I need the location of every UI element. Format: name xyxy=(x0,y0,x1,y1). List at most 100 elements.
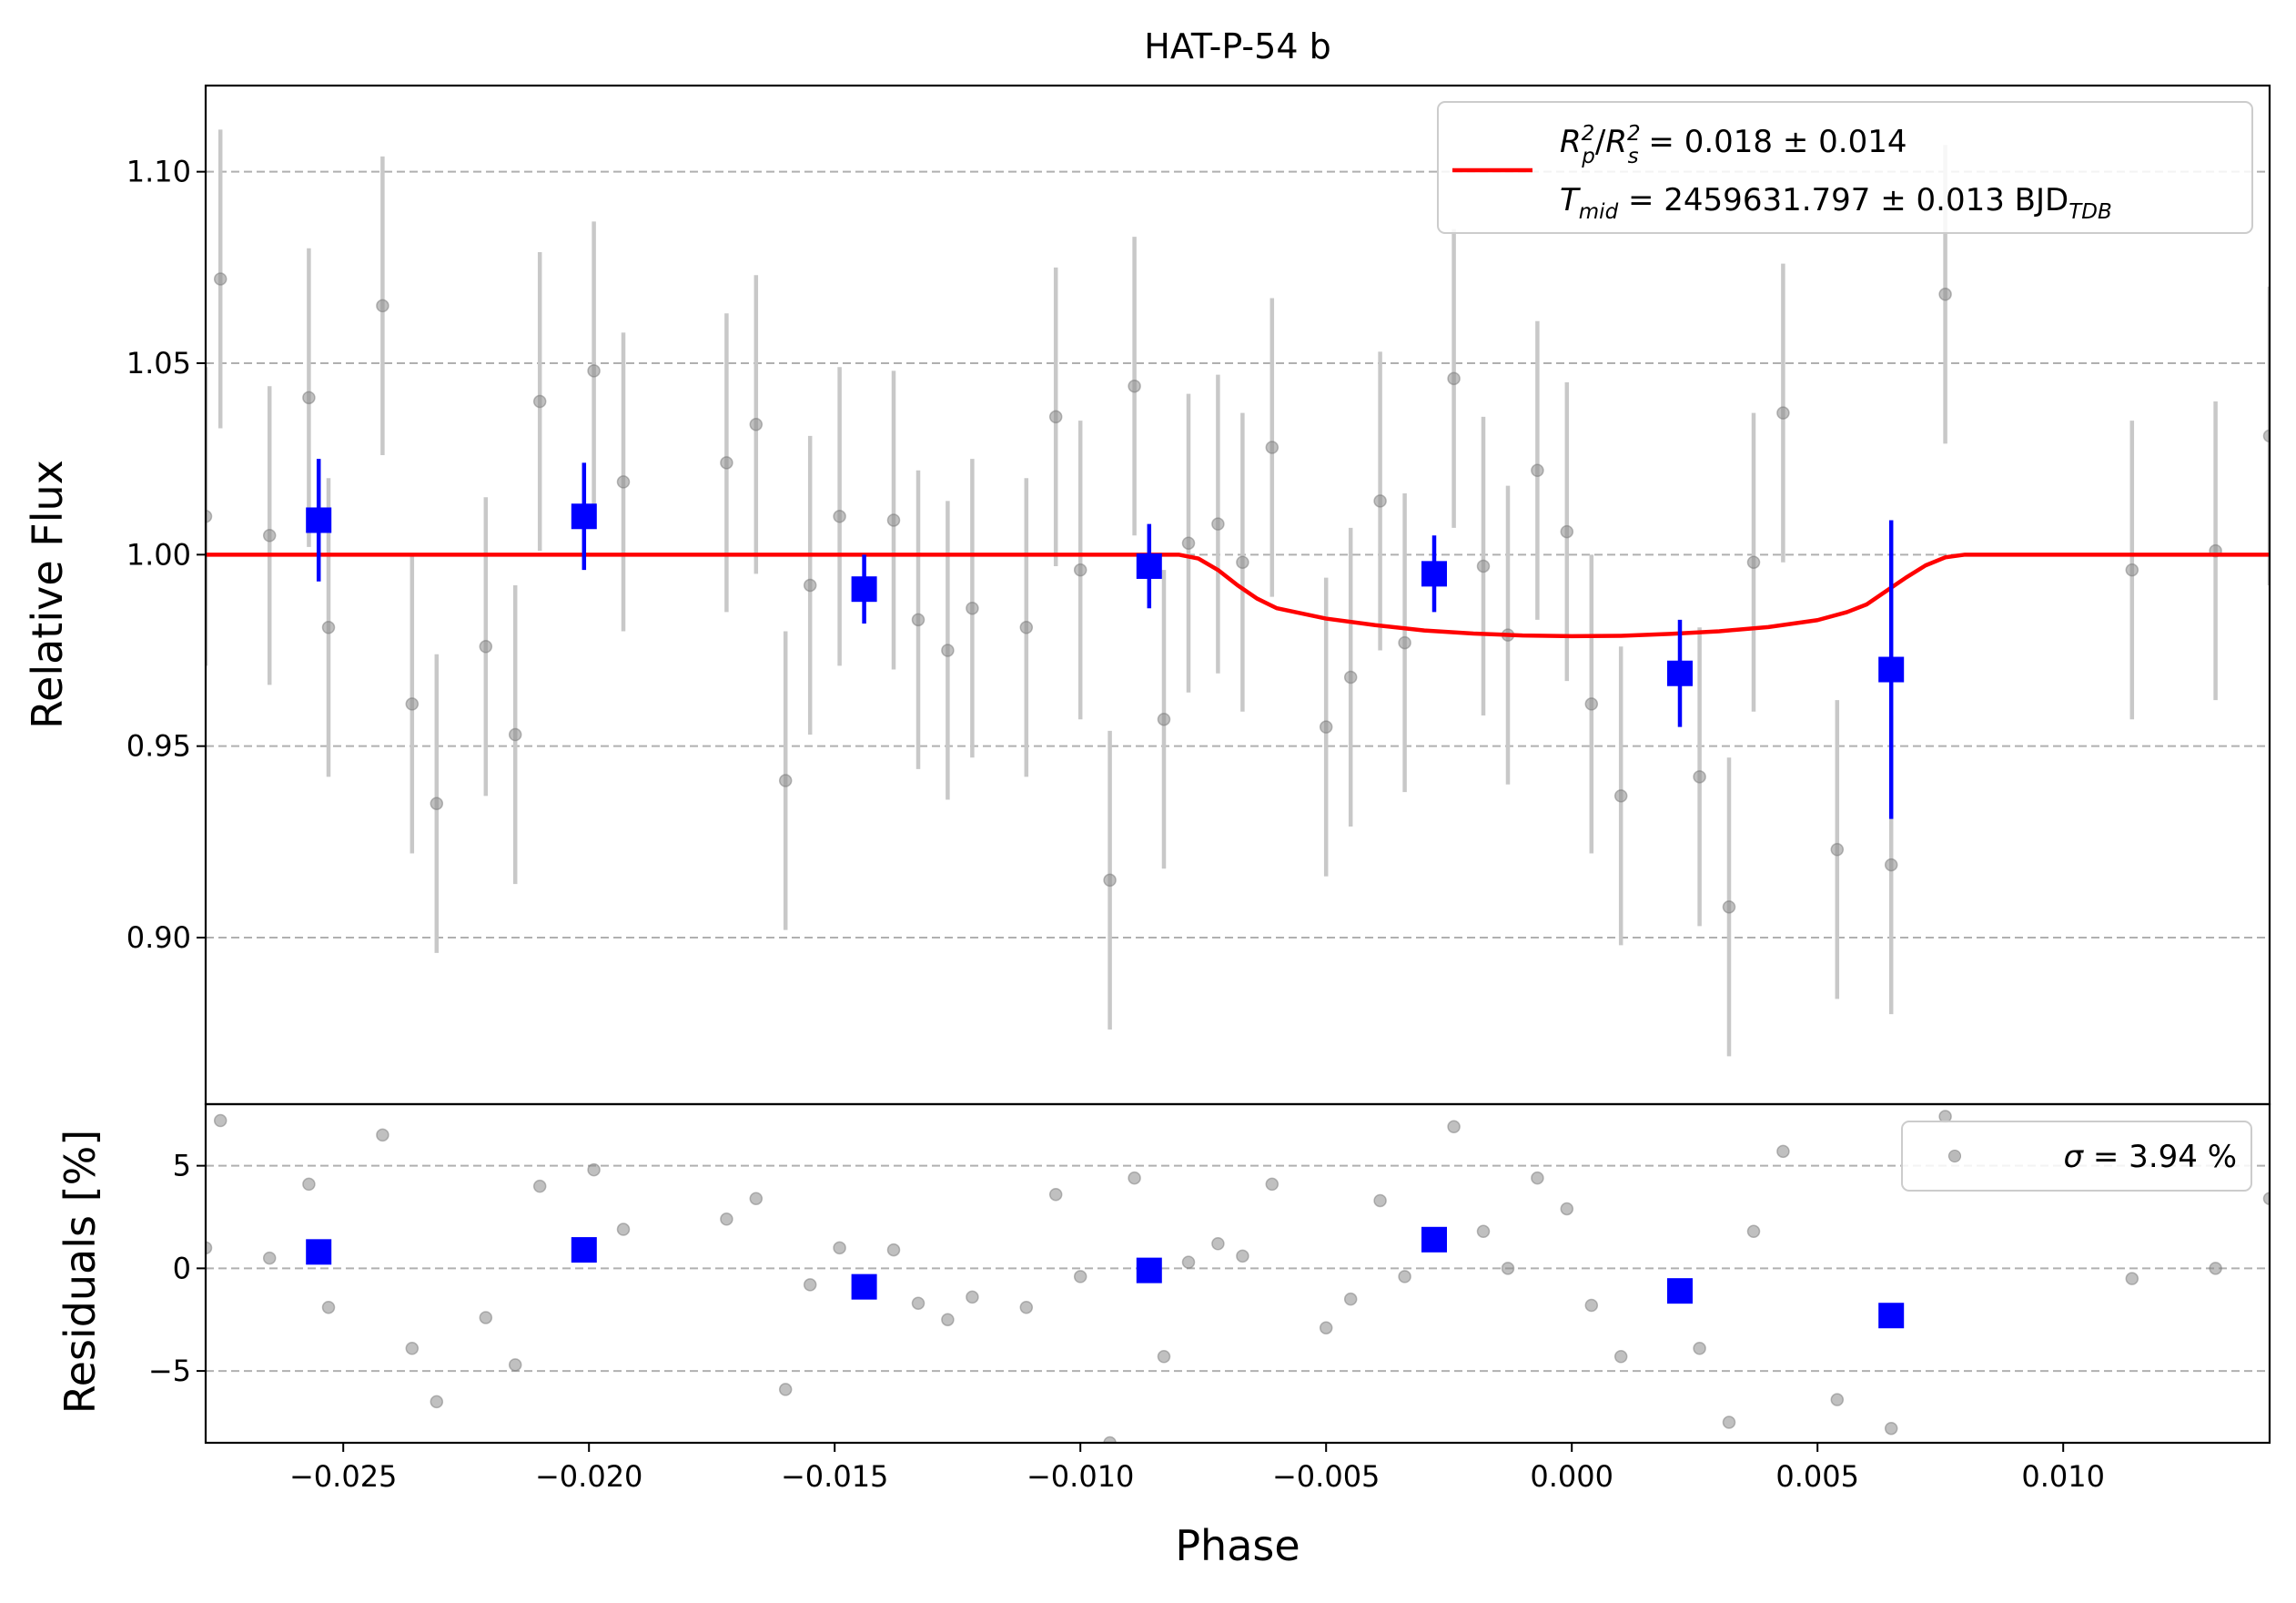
phase-x-tick-label: −0.010 xyxy=(1027,1459,1134,1494)
raw-flux-point xyxy=(1343,670,1358,685)
raw-flux-point xyxy=(1884,857,1898,872)
phase-x-axis-label: Phase xyxy=(1175,1521,1300,1570)
flux-legend: R2 p/R2 s = 0.018 ± 0.014 Tmid = 2459631.7… xyxy=(1437,101,2253,234)
raw-residual-point xyxy=(2262,1192,2270,1205)
binned-residual-points xyxy=(306,1226,1905,1329)
raw-flux-point xyxy=(587,364,601,378)
flux-y-ticks: 0.90 0.95 1.00 1.05 1.10 xyxy=(126,155,206,955)
residuals-panel: −5 0 5 −0.025 −0.020 −0.015 −0.010 −0.005 0.000… xyxy=(56,1102,2271,1570)
raw-flux-point xyxy=(833,510,846,523)
raw-residual-point xyxy=(2209,1262,2222,1275)
raw-flux-point xyxy=(1073,563,1087,577)
raw-flux-point xyxy=(206,510,213,523)
raw-residual-point xyxy=(587,1162,601,1177)
raw-flux-point xyxy=(911,613,925,627)
raw-residual-point xyxy=(1746,1224,1761,1239)
raw-flux-point xyxy=(803,578,817,593)
raw-flux-point xyxy=(2262,429,2270,443)
flux-y-tick-label: 1.10 xyxy=(126,155,191,189)
binned-residual-point xyxy=(851,1273,877,1300)
raw-residual-point xyxy=(206,1241,213,1255)
raw-flux-point xyxy=(1476,559,1491,573)
raw-residual-point xyxy=(508,1358,522,1372)
raw-flux-point xyxy=(1613,789,1628,803)
raw-flux-point xyxy=(1019,621,1034,634)
raw-flux-point xyxy=(302,391,316,405)
raw-residual-points xyxy=(206,1110,2270,1443)
raw-residual-point xyxy=(1398,1270,1411,1283)
phase-x-tick-label: 0.010 xyxy=(2021,1459,2105,1494)
raw-residual-point xyxy=(1560,1202,1574,1216)
raw-residual-point xyxy=(1073,1270,1087,1283)
raw-residual-point xyxy=(430,1395,444,1409)
binned-residual-point xyxy=(1136,1257,1162,1283)
raw-residual-point xyxy=(1501,1262,1515,1275)
raw-residual-point xyxy=(1476,1224,1491,1239)
raw-residual-point xyxy=(262,1251,277,1265)
raw-residual-point xyxy=(1343,1292,1358,1306)
raw-residual-point xyxy=(941,1313,955,1326)
residual-legend: σ = 3.94 % xyxy=(1901,1121,2252,1192)
phase-x-tick-label: −0.020 xyxy=(535,1459,642,1494)
raw-flux-point xyxy=(1722,900,1736,914)
residual-y-tick-label: 5 xyxy=(173,1149,191,1183)
raw-residual-point xyxy=(479,1311,493,1324)
phase-x-ticks: −0.025 −0.020 −0.015 −0.010 −0.005 0.000 0.005… xyxy=(289,1443,2105,1494)
raw-residual-point xyxy=(213,1113,228,1128)
raw-residual-point xyxy=(1693,1342,1706,1355)
raw-flux-point xyxy=(749,418,764,431)
raw-residual-point xyxy=(1884,1421,1898,1436)
raw-flux-point xyxy=(2125,563,2139,577)
binned-residual-point xyxy=(1421,1226,1447,1253)
raw-residual-point xyxy=(803,1278,817,1292)
phase-x-tick-label: 0.000 xyxy=(1530,1459,1613,1494)
raw-flux-point xyxy=(1398,635,1411,650)
raw-residual-point xyxy=(1236,1249,1249,1263)
transit-model-line xyxy=(206,553,2270,639)
residual-y-ticks: −5 0 5 xyxy=(148,1149,206,1388)
raw-flux-point xyxy=(1319,720,1333,734)
raw-residual-point xyxy=(532,1179,547,1193)
raw-residual-point xyxy=(749,1192,764,1205)
raw-residual-point xyxy=(405,1342,420,1355)
raw-flux-point xyxy=(532,394,547,409)
legend-depth-text: R2 p/R2 s = 0.018 ± 0.014 xyxy=(1560,122,1907,168)
residual-axes-frame xyxy=(204,1102,2271,1445)
raw-flux-point xyxy=(1211,517,1225,531)
binned-flux-points xyxy=(306,459,1905,819)
raw-flux-point xyxy=(1746,555,1761,569)
raw-residual-point xyxy=(1830,1393,1845,1406)
raw-flux-point xyxy=(941,644,955,657)
binned-flux-point xyxy=(851,576,877,603)
raw-flux-point xyxy=(1103,873,1117,888)
flux-panel: 0.90 0.95 1.00 1.05 1.10 Relative Flux R2 p/R… xyxy=(23,84,2271,1106)
phase-x-tick-label: −0.005 xyxy=(1272,1459,1380,1494)
raw-residual-point xyxy=(833,1241,846,1255)
raw-flux-point xyxy=(1560,524,1574,539)
raw-residual-point xyxy=(1157,1350,1171,1364)
raw-flux-point xyxy=(430,796,444,811)
raw-flux-point xyxy=(1048,410,1063,424)
raw-flux-point xyxy=(966,601,979,615)
raw-flux-point xyxy=(405,697,420,711)
raw-residual-point xyxy=(1531,1171,1544,1185)
raw-flux-point xyxy=(1938,288,1952,301)
raw-residual-point xyxy=(1048,1187,1063,1202)
flux-y-tick-label: 0.90 xyxy=(126,920,191,955)
raw-flux-point xyxy=(262,529,277,543)
raw-residual-point xyxy=(1019,1300,1034,1314)
raw-flux-point xyxy=(479,640,493,654)
binned-flux-point xyxy=(1878,656,1905,683)
flux-y-tick-label: 0.95 xyxy=(126,729,191,764)
raw-flux-point xyxy=(1531,463,1544,478)
binned-residual-point xyxy=(571,1237,597,1263)
raw-residual-point xyxy=(1128,1171,1141,1185)
raw-residual-point xyxy=(1776,1144,1790,1159)
raw-flux-point xyxy=(321,621,336,634)
raw-residual-point xyxy=(1103,1436,1117,1443)
binned-residual-point xyxy=(306,1239,332,1265)
raw-flux-point xyxy=(1693,770,1706,784)
raw-flux-point xyxy=(1181,536,1196,550)
raw-residual-point xyxy=(1211,1237,1225,1251)
